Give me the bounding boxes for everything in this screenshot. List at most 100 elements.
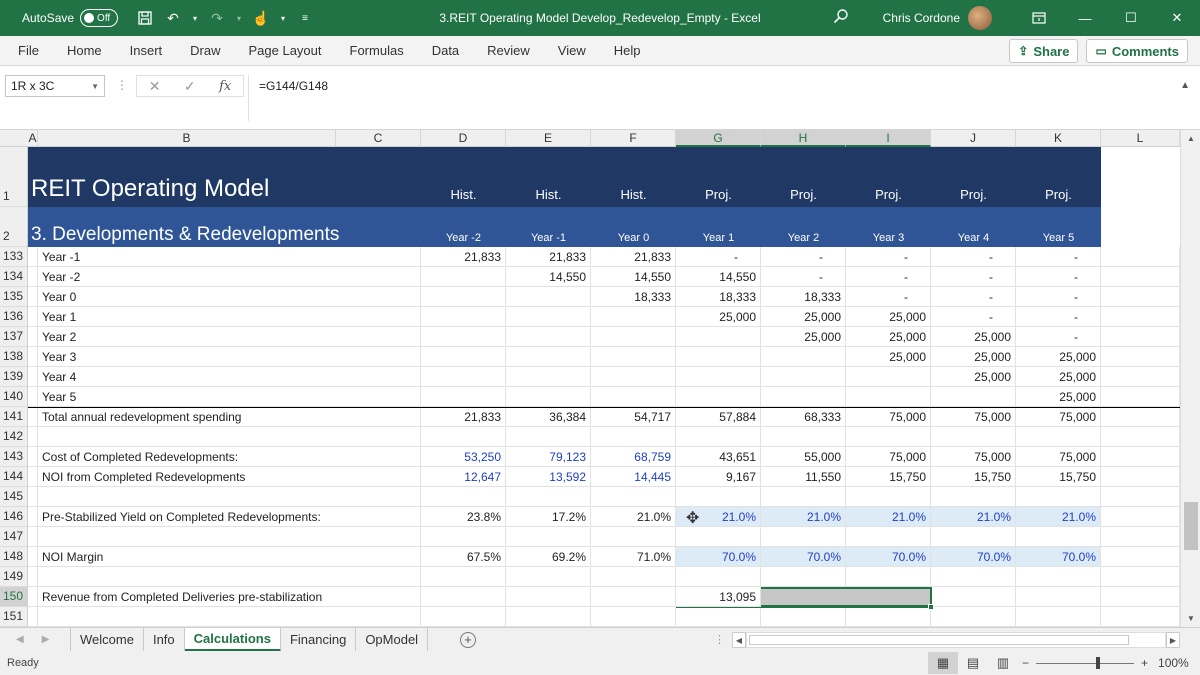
cell-k137[interactable]: - xyxy=(1016,327,1101,347)
cell-c148[interactable] xyxy=(336,547,421,567)
cell-j141[interactable]: 75,000 xyxy=(931,408,1016,427)
zoom-level[interactable]: 100% xyxy=(1158,656,1189,670)
cell-f133[interactable]: 21,833 xyxy=(591,247,676,267)
cell-k136[interactable]: - xyxy=(1016,307,1101,327)
cell-l141[interactable] xyxy=(1101,408,1180,427)
cell-g151[interactable] xyxy=(676,607,761,627)
cell-k151[interactable] xyxy=(1016,607,1101,627)
row-label[interactable]: Year 3 xyxy=(38,347,336,367)
cell-f142[interactable] xyxy=(591,427,676,447)
cell-e136[interactable] xyxy=(506,307,591,327)
add-sheet-icon[interactable]: + xyxy=(460,631,477,648)
cell-e143[interactable]: 79,123 xyxy=(506,447,591,467)
cell-e147[interactable] xyxy=(506,527,591,547)
cell-f139[interactable] xyxy=(591,367,676,387)
name-box[interactable]: 1R x 3C ▼ xyxy=(5,75,105,97)
cell-i144[interactable]: 15,750 xyxy=(846,467,931,487)
row-label[interactable] xyxy=(38,607,336,627)
cell-f136[interactable] xyxy=(591,307,676,327)
row-label[interactable]: Revenue from Completed Deliveries pre-st… xyxy=(38,587,336,607)
cell-l149[interactable] xyxy=(1101,567,1180,587)
cell-e137[interactable] xyxy=(506,327,591,347)
zoom-out-icon[interactable]: − xyxy=(1022,656,1030,670)
cell-d139[interactable] xyxy=(421,367,506,387)
search-icon[interactable] xyxy=(833,8,849,28)
scroll-up-icon[interactable]: ▲ xyxy=(1187,134,1195,143)
cell-c149[interactable] xyxy=(336,567,421,587)
column-header-d[interactable]: D xyxy=(421,130,506,147)
cell-g135[interactable]: 18,333 xyxy=(676,287,761,307)
cell-g148[interactable]: 70.0% xyxy=(676,547,761,567)
undo-icon[interactable]: ↶ xyxy=(167,9,179,26)
cell-i145[interactable] xyxy=(846,487,931,507)
row-label[interactable] xyxy=(38,567,336,587)
row-header-146[interactable]: 146 xyxy=(0,507,28,527)
cell-h151[interactable] xyxy=(761,607,846,627)
cell-a137[interactable] xyxy=(28,327,38,347)
cell-e135[interactable] xyxy=(506,287,591,307)
close-icon[interactable]: ✕ xyxy=(1171,10,1183,25)
formula-input[interactable]: =G144/G148 xyxy=(248,75,1192,121)
redo-icon[interactable]: ↷ xyxy=(211,9,223,26)
row-label[interactable]: Year 1 xyxy=(38,307,336,327)
avatar[interactable] xyxy=(968,6,992,30)
cell-e148[interactable]: 69.2% xyxy=(506,547,591,567)
next-sheet-icon[interactable]: ▶ xyxy=(41,634,50,645)
column-header-i[interactable]: I xyxy=(846,130,931,147)
cell-f134[interactable]: 14,550 xyxy=(591,267,676,287)
cell-f151[interactable] xyxy=(591,607,676,627)
cell-j147[interactable] xyxy=(931,527,1016,547)
undo-dropdown-icon[interactable]: ▾ xyxy=(193,13,198,23)
column-header-g[interactable]: G xyxy=(676,130,761,147)
cell-e149[interactable] xyxy=(506,567,591,587)
cell-e150[interactable] xyxy=(506,587,591,607)
row-header-142[interactable]: 142 xyxy=(0,427,28,447)
cell-g149[interactable] xyxy=(676,567,761,587)
cell-f145[interactable] xyxy=(591,487,676,507)
cell-k139[interactable]: 25,000 xyxy=(1016,367,1101,387)
cell-j140[interactable] xyxy=(931,387,1016,407)
cell-a141[interactable] xyxy=(28,408,38,427)
cell-h148[interactable]: 70.0% xyxy=(761,547,846,567)
cell-f143[interactable]: 68,759 xyxy=(591,447,676,467)
cell-f141[interactable]: 54,717 xyxy=(591,408,676,427)
cell-l146[interactable] xyxy=(1101,507,1180,527)
cell-i151[interactable] xyxy=(846,607,931,627)
menu-view[interactable]: View xyxy=(557,43,586,58)
cell-i146[interactable]: 21.0% xyxy=(846,507,931,527)
cell-i147[interactable] xyxy=(846,527,931,547)
row-label[interactable]: Year 2 xyxy=(38,327,336,347)
cell-l138[interactable] xyxy=(1101,347,1180,367)
cell-k143[interactable]: 75,000 xyxy=(1016,447,1101,467)
menu-review[interactable]: Review xyxy=(487,43,530,58)
cell-j151[interactable] xyxy=(931,607,1016,627)
cell-c143[interactable] xyxy=(336,447,421,467)
cell-e139[interactable] xyxy=(506,367,591,387)
cell-c133[interactable] xyxy=(336,247,421,267)
cell-e140[interactable] xyxy=(506,387,591,407)
cell-c135[interactable] xyxy=(336,287,421,307)
cell-f150[interactable] xyxy=(591,587,676,607)
cell-j142[interactable] xyxy=(931,427,1016,447)
comments-button[interactable]: ▭ Comments xyxy=(1086,39,1188,63)
cell-f149[interactable] xyxy=(591,567,676,587)
row-label[interactable]: Year -2 xyxy=(38,267,336,287)
cell-g136[interactable]: 25,000 xyxy=(676,307,761,327)
cell-g147[interactable] xyxy=(676,527,761,547)
cell-d133[interactable]: 21,833 xyxy=(421,247,506,267)
cell-a144[interactable] xyxy=(28,467,38,487)
cell-f137[interactable] xyxy=(591,327,676,347)
row-header-141[interactable]: 141 xyxy=(0,407,28,427)
cell-h146[interactable]: 21.0% xyxy=(761,507,846,527)
cell-i137[interactable]: 25,000 xyxy=(846,327,931,347)
cell-d141[interactable]: 21,833 xyxy=(421,408,506,427)
cell-h142[interactable] xyxy=(761,427,846,447)
touch-mode-icon[interactable]: ☝ xyxy=(252,9,270,26)
cell-e146[interactable]: 17.2% xyxy=(506,507,591,527)
ribbon-display-icon[interactable] xyxy=(1016,0,1062,36)
cell-i140[interactable] xyxy=(846,387,931,407)
cell-e138[interactable] xyxy=(506,347,591,367)
collapse-formula-icon[interactable]: ▲ xyxy=(1180,80,1190,91)
customize-qat-icon[interactable]: ≡ xyxy=(302,12,308,24)
cell-d150[interactable] xyxy=(421,587,506,607)
